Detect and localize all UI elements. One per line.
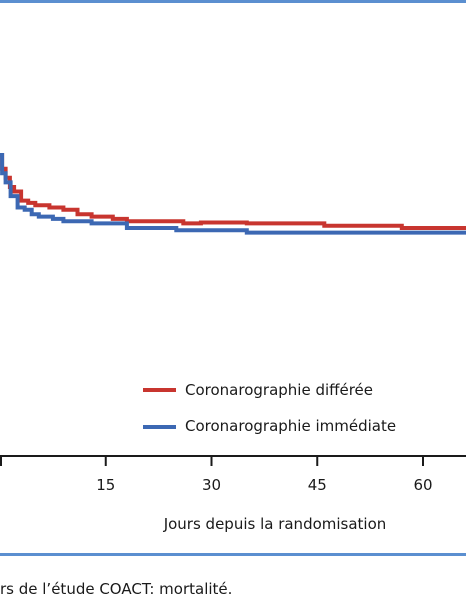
x-tick-label: 15 (96, 476, 115, 494)
frame-top-line (0, 0, 466, 3)
series-line-immediate (0, 153, 466, 235)
legend-label-delayed: Coronarographie différée (185, 381, 373, 399)
x-tick-label: 45 (308, 476, 327, 494)
figure-caption: rs de l’étude COACT: mortalité. (0, 580, 233, 598)
x-tick-label: 30 (202, 476, 221, 494)
series-layer (0, 153, 466, 235)
legend-label-immediate: Coronarographie immédiate (185, 417, 396, 435)
x-tick-label: 60 (413, 476, 432, 494)
x-ticks: 15 30 45 60 (0, 456, 433, 494)
legend: Coronarographie différée Coronarographie… (143, 381, 396, 435)
x-axis-title: Jours depuis la randomisation (163, 515, 387, 533)
frame-bottom-line (0, 553, 466, 556)
series-line-delayed (0, 153, 466, 230)
survival-chart: 15 30 45 60 Coronarographie différée Corona… (0, 153, 466, 533)
